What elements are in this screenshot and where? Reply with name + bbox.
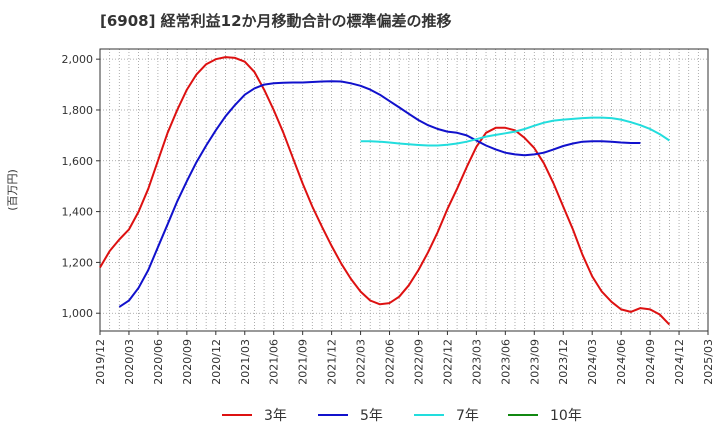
legend-label-1: 5年: [360, 408, 383, 424]
legend-label-0: 3年: [264, 408, 287, 424]
series-line-2: [360, 116, 670, 147]
y-tick-label: 1,000: [62, 307, 94, 320]
x-tick-label: 2024/06: [615, 339, 628, 385]
y-tick-label: 1,400: [62, 206, 94, 219]
x-tick-label: 2022/03: [355, 339, 368, 385]
x-tick-label: 2022/09: [412, 339, 425, 385]
plot-frame: [99, 48, 709, 332]
x-tick-label: 2021/03: [239, 339, 252, 385]
x-tick-label: 2022/12: [441, 339, 454, 385]
series-line-0: [99, 56, 671, 326]
y-tick-label: 1,800: [62, 104, 94, 117]
y-axis-label: (百万円): [6, 169, 19, 211]
x-tick-label: 2024/09: [644, 339, 657, 385]
y-tick-label: 2,000: [62, 53, 94, 66]
x-tick-label: 2023/06: [499, 339, 512, 385]
y-tick-label: 1,600: [62, 155, 94, 168]
x-tick-label: 2020/12: [210, 339, 223, 385]
x-tick-label: 2021/06: [268, 339, 281, 385]
x-tick-label: 2021/12: [326, 339, 339, 385]
x-tick-label: 2025/03: [702, 339, 715, 385]
x-tick-label: 2022/06: [384, 339, 397, 385]
x-tick-label: 2021/09: [297, 339, 310, 385]
x-tick-label: 2020/09: [181, 339, 194, 385]
x-tick-label: 2024/12: [673, 339, 686, 385]
legend-label-3: 10年: [550, 408, 582, 424]
x-tick-label: 2023/12: [557, 339, 570, 385]
chart-title: [6908] 経常利益12か月移動合計の標準偏差の推移: [100, 12, 452, 30]
x-tick-label: 2020/03: [123, 339, 136, 385]
x-tick-label: 2023/03: [470, 339, 483, 385]
y-tick-label: 1,200: [62, 256, 94, 269]
series-line-1: [118, 80, 641, 308]
legend-label-2: 7年: [456, 408, 479, 424]
x-tick-label: 2019/12: [94, 339, 107, 385]
x-tick-label: 2020/06: [152, 339, 165, 385]
x-tick-label: 2024/03: [586, 339, 599, 385]
x-tick-label: 2023/09: [528, 339, 541, 385]
